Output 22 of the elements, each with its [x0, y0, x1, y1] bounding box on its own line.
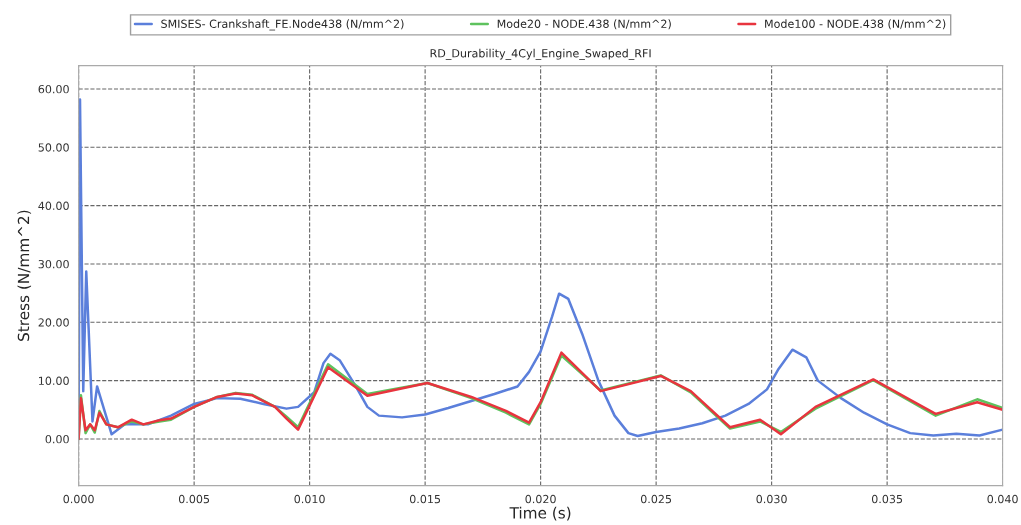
x-tick-label: 0.030	[756, 494, 787, 504]
y-tick-label: 50.00	[38, 143, 69, 152]
x-tick-label: 0.005	[178, 494, 210, 504]
x-tick-label: 0.020	[525, 494, 556, 504]
legend-label: Mode100 - NODE.438 (N/mm^2)	[765, 19, 946, 30]
y-tick-label: 60.00	[38, 84, 69, 94]
x-tick-label: 0.040	[987, 494, 1018, 504]
x-tick-label: 0.025	[640, 494, 672, 504]
x-tick-label: 0.000	[63, 494, 94, 504]
x-axis-title: Time (s)	[509, 506, 571, 521]
x-tick-label: 0.015	[409, 494, 441, 504]
y-axis-title: Stress (N/mm^2)	[17, 210, 32, 341]
y-tick-label: 30.00	[38, 259, 69, 269]
x-tick-label: 0.010	[294, 494, 325, 504]
x-tick-label: 0.035	[871, 494, 903, 504]
y-tick-label: 40.00	[38, 201, 69, 210]
legend-label: Mode20 - NODE.438 (N/mm^2)	[497, 19, 671, 30]
y-tick-label: 10.00	[39, 376, 69, 385]
y-tick-label: 0.00	[45, 434, 69, 444]
legend-label: SMISES- Crankshaft_FE.Node438 (N/mm^2)	[161, 19, 404, 31]
chart-title: RD_Durability_4Cyl_Engine_Swaped_RFI	[430, 48, 651, 60]
y-tick-label: 20.00	[38, 318, 69, 327]
